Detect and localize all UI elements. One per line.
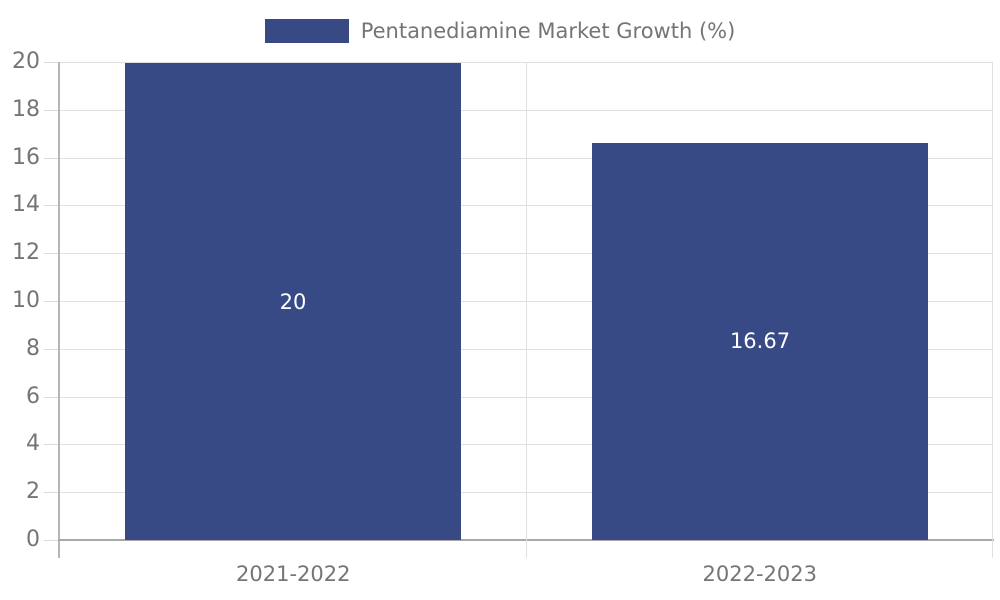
y-tick-label: 12 [12,240,40,266]
legend[interactable]: Pentanediamine Market Growth (%) [0,17,1000,45]
y-axis-tick [44,157,58,159]
y-tick-label: 6 [26,383,40,409]
y-axis-tick [44,492,58,494]
legend-swatch [264,19,349,43]
y-axis-tick [44,444,58,446]
y-axis-tick [44,62,58,63]
y-axis-tick [44,396,58,398]
y-axis-tick [44,253,58,255]
y-axis-tick [44,301,58,302]
y-tick-label: 2 [26,479,40,505]
y-tick-label: 16 [12,144,40,170]
bar: 16.67 [592,142,928,540]
legend-label: Pentanediamine Market Growth (%) [360,19,736,43]
y-axis-line [58,62,60,558]
y-tick-label: 8 [26,335,40,361]
y-tick-label: 14 [12,192,40,218]
y-tick-label: 20 [12,49,40,74]
y-axis-tick [44,109,58,111]
y-axis-tick [44,348,58,350]
y-axis-tick [44,540,58,541]
y-axis-tick [44,205,58,207]
category-boundary-line [992,62,993,558]
y-tick-label: 18 [12,96,40,122]
bar-value-label: 20 [279,289,307,314]
x-tick-label: 2021-2022 [236,562,351,586]
y-tick-label: 10 [12,288,40,313]
y-tick-label: 0 [26,527,40,552]
bar-value-label: 16.67 [729,329,791,354]
category-boundary-line [526,62,527,558]
bar: 20 [125,63,461,540]
y-tick-label: 4 [26,431,40,457]
x-tick-label: 2022-2023 [702,562,817,586]
